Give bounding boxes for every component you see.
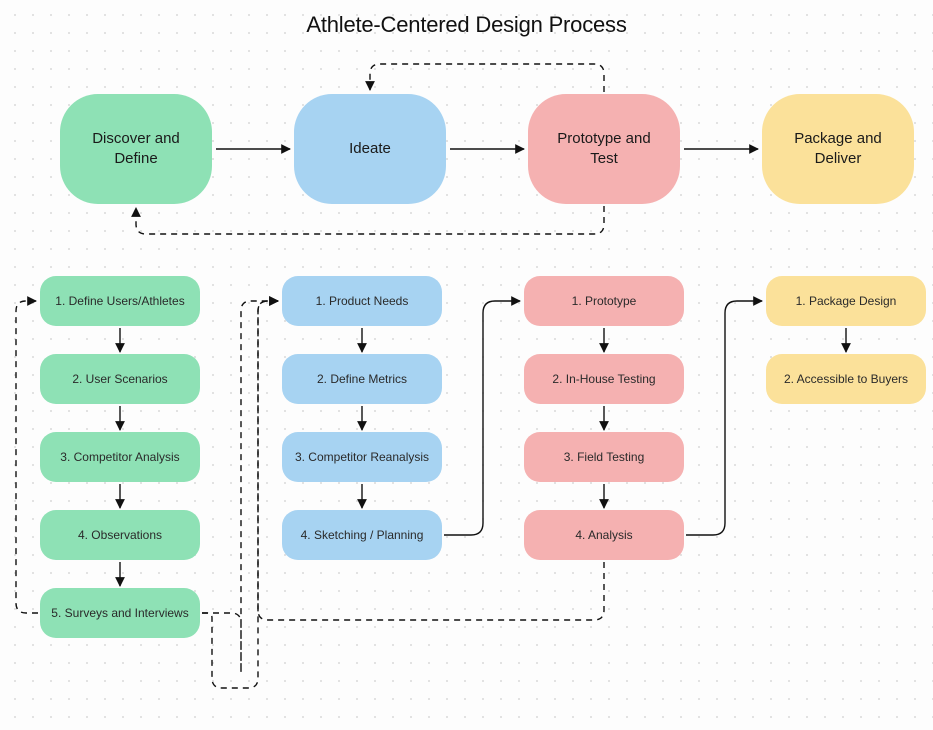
step-proto-3: 3. Field Testing <box>524 432 684 482</box>
stage-proto: Prototype and Test <box>528 94 680 204</box>
step-label: 3. Competitor Analysis <box>60 450 179 464</box>
stage-label: Ideate <box>349 139 391 159</box>
step-label: 2. Define Metrics <box>317 372 407 386</box>
step-label: 1. Prototype <box>572 294 637 308</box>
stage-deliver: Package and Deliver <box>762 94 914 204</box>
step-deliver-1: 1. Package Design <box>766 276 926 326</box>
step-label: 4. Sketching / Planning <box>301 528 424 542</box>
step-proto-1: 1. Prototype <box>524 276 684 326</box>
stage-ideate: Ideate <box>294 94 446 204</box>
step-label: 2. Accessible to Buyers <box>784 372 908 386</box>
step-label: 2. In-House Testing <box>552 372 655 386</box>
step-discover-4: 4. Observations <box>40 510 200 560</box>
step-label: 2. User Scenarios <box>72 372 167 386</box>
step-label: 3. Competitor Reanalysis <box>295 450 429 464</box>
stage-label: Discover and Define <box>78 129 194 170</box>
step-proto-2: 2. In-House Testing <box>524 354 684 404</box>
step-discover-2: 2. User Scenarios <box>40 354 200 404</box>
step-discover-3: 3. Competitor Analysis <box>40 432 200 482</box>
step-discover-1: 1. Define Users/Athletes <box>40 276 200 326</box>
step-label: 4. Analysis <box>575 528 632 542</box>
step-label: 5. Surveys and Interviews <box>51 606 188 620</box>
stage-label: Prototype and Test <box>546 129 662 170</box>
step-ideate-2: 2. Define Metrics <box>282 354 442 404</box>
step-deliver-2: 2. Accessible to Buyers <box>766 354 926 404</box>
step-ideate-3: 3. Competitor Reanalysis <box>282 432 442 482</box>
step-label: 3. Field Testing <box>564 450 645 464</box>
step-proto-4: 4. Analysis <box>524 510 684 560</box>
step-ideate-4: 4. Sketching / Planning <box>282 510 442 560</box>
stage-discover: Discover and Define <box>60 94 212 204</box>
step-label: 4. Observations <box>78 528 162 542</box>
step-label: 1. Package Design <box>796 294 897 308</box>
step-label: 1. Product Needs <box>316 294 409 308</box>
page-title: Athlete-Centered Design Process <box>0 12 933 38</box>
step-label: 1. Define Users/Athletes <box>55 294 184 308</box>
stage-label: Package and Deliver <box>780 129 896 170</box>
step-ideate-1: 1. Product Needs <box>282 276 442 326</box>
step-discover-5: 5. Surveys and Interviews <box>40 588 200 638</box>
